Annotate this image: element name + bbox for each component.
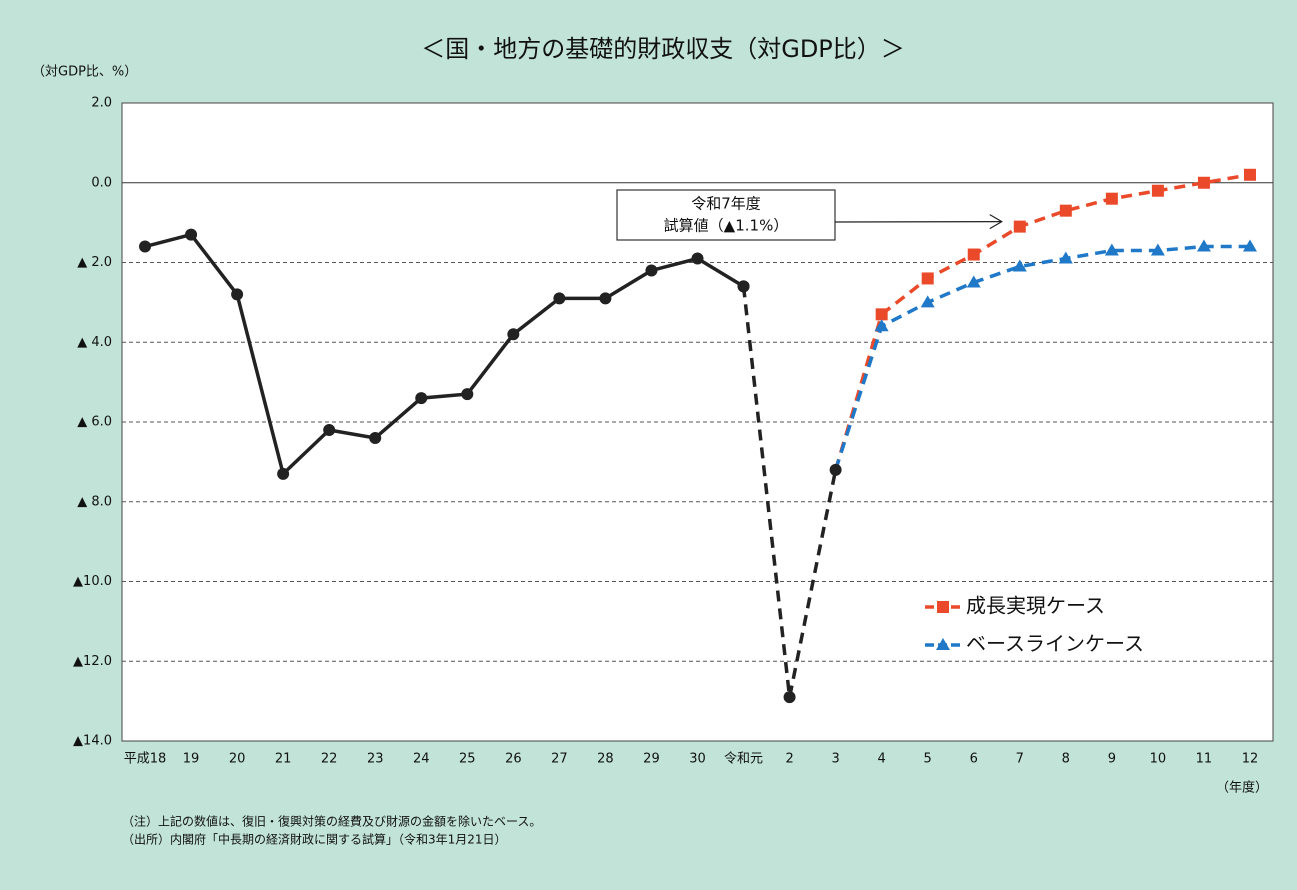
x-tick-label: 22 [321, 752, 338, 767]
series-line [833, 244, 1250, 471]
y-tick-label: 0.0 [91, 175, 112, 190]
marker [1151, 184, 1164, 197]
x-axis-label: （年度） [1216, 780, 1268, 796]
marker [1243, 168, 1256, 181]
x-tick-label: 28 [597, 752, 614, 767]
marker [937, 601, 949, 613]
marker [645, 264, 658, 277]
marker [967, 248, 980, 261]
marker [966, 275, 981, 288]
y-tick-label: ▲ 4.0 [77, 335, 112, 350]
y-tick-label: ▲ 8.0 [77, 494, 112, 509]
x-tick-label: 10 [1150, 752, 1167, 767]
marker [1013, 220, 1026, 233]
x-tick-label: 平成18 [124, 752, 167, 767]
x-tick-label: 令和元 [724, 752, 763, 767]
y-axis-label: （対GDP比、%） [32, 65, 137, 80]
marker [461, 388, 474, 401]
x-tick-label: 21 [275, 752, 292, 767]
x-tick-label: 24 [413, 752, 430, 767]
series-line [741, 286, 838, 698]
note: （注）上記の数値は、復旧・復興対策の経費及び財源の金額を除いたベース。 [122, 814, 541, 829]
series-line [144, 232, 745, 478]
marker [185, 228, 198, 241]
marker [231, 288, 244, 301]
x-tick-label: 27 [551, 752, 568, 767]
marker [1058, 251, 1073, 264]
annotation-text: 試算値（▲1.1%） [664, 217, 789, 235]
marker [369, 431, 382, 444]
marker [1105, 192, 1118, 205]
x-tick-label: 11 [1196, 752, 1213, 767]
marker [783, 691, 796, 704]
marker [920, 295, 935, 308]
marker [1012, 259, 1027, 272]
x-tick-label: 6 [970, 752, 978, 767]
legend-label: 成長実現ケース [966, 594, 1105, 618]
marker [875, 308, 888, 321]
marker [1059, 204, 1072, 217]
annotation-text: 令和7年度 [691, 195, 761, 213]
x-tick-label: 20 [229, 752, 246, 767]
x-tick-label: 8 [1062, 752, 1070, 767]
marker [139, 240, 152, 253]
annotation-arrowhead [989, 214, 1003, 230]
marker [1196, 239, 1211, 252]
x-tick-label: 12 [1242, 752, 1259, 767]
x-tick-label: 2 [785, 752, 793, 767]
marker [599, 292, 612, 305]
legend-label: ベースラインケース [966, 632, 1144, 656]
marker [415, 392, 428, 405]
x-tick-label: 9 [1108, 752, 1116, 767]
note: （出所）内閣府「中長期の経済財政に関する試算」（令和3年1月21日） [122, 832, 507, 847]
marker [277, 467, 290, 480]
x-tick-label: 3 [831, 752, 839, 767]
marker [507, 328, 520, 341]
y-tick-label: 2.0 [91, 96, 112, 111]
x-tick-label: 29 [643, 752, 660, 767]
x-tick-label: 26 [505, 752, 522, 767]
y-tick-label: ▲12.0 [73, 654, 112, 669]
marker [553, 292, 566, 305]
x-tick-label: 4 [878, 752, 886, 767]
marker [874, 319, 889, 332]
x-tick-label: 25 [459, 752, 476, 767]
marker [936, 638, 950, 650]
y-tick-label: ▲ 2.0 [77, 255, 112, 270]
marker [1197, 176, 1210, 189]
marker [1242, 239, 1257, 252]
x-tick-label: 30 [689, 752, 706, 767]
marker [323, 423, 336, 436]
series-line [833, 173, 1251, 471]
marker [829, 463, 842, 476]
marker [737, 280, 750, 293]
chart-title: ＜国・地方の基礎的財政収支（対GDP比）＞ [421, 35, 905, 63]
x-tick-label: 23 [367, 752, 384, 767]
marker [1150, 243, 1165, 256]
marker [1104, 243, 1119, 256]
y-tick-label: ▲10.0 [73, 574, 112, 589]
x-tick-label: 5 [924, 752, 932, 767]
annotation-box [616, 189, 836, 241]
x-tick-label: 19 [183, 752, 200, 767]
marker [691, 252, 704, 265]
y-tick-label: ▲14.0 [73, 734, 112, 749]
y-tick-label: ▲ 6.0 [77, 415, 112, 430]
x-tick-label: 7 [1016, 752, 1024, 767]
marker [921, 272, 934, 285]
